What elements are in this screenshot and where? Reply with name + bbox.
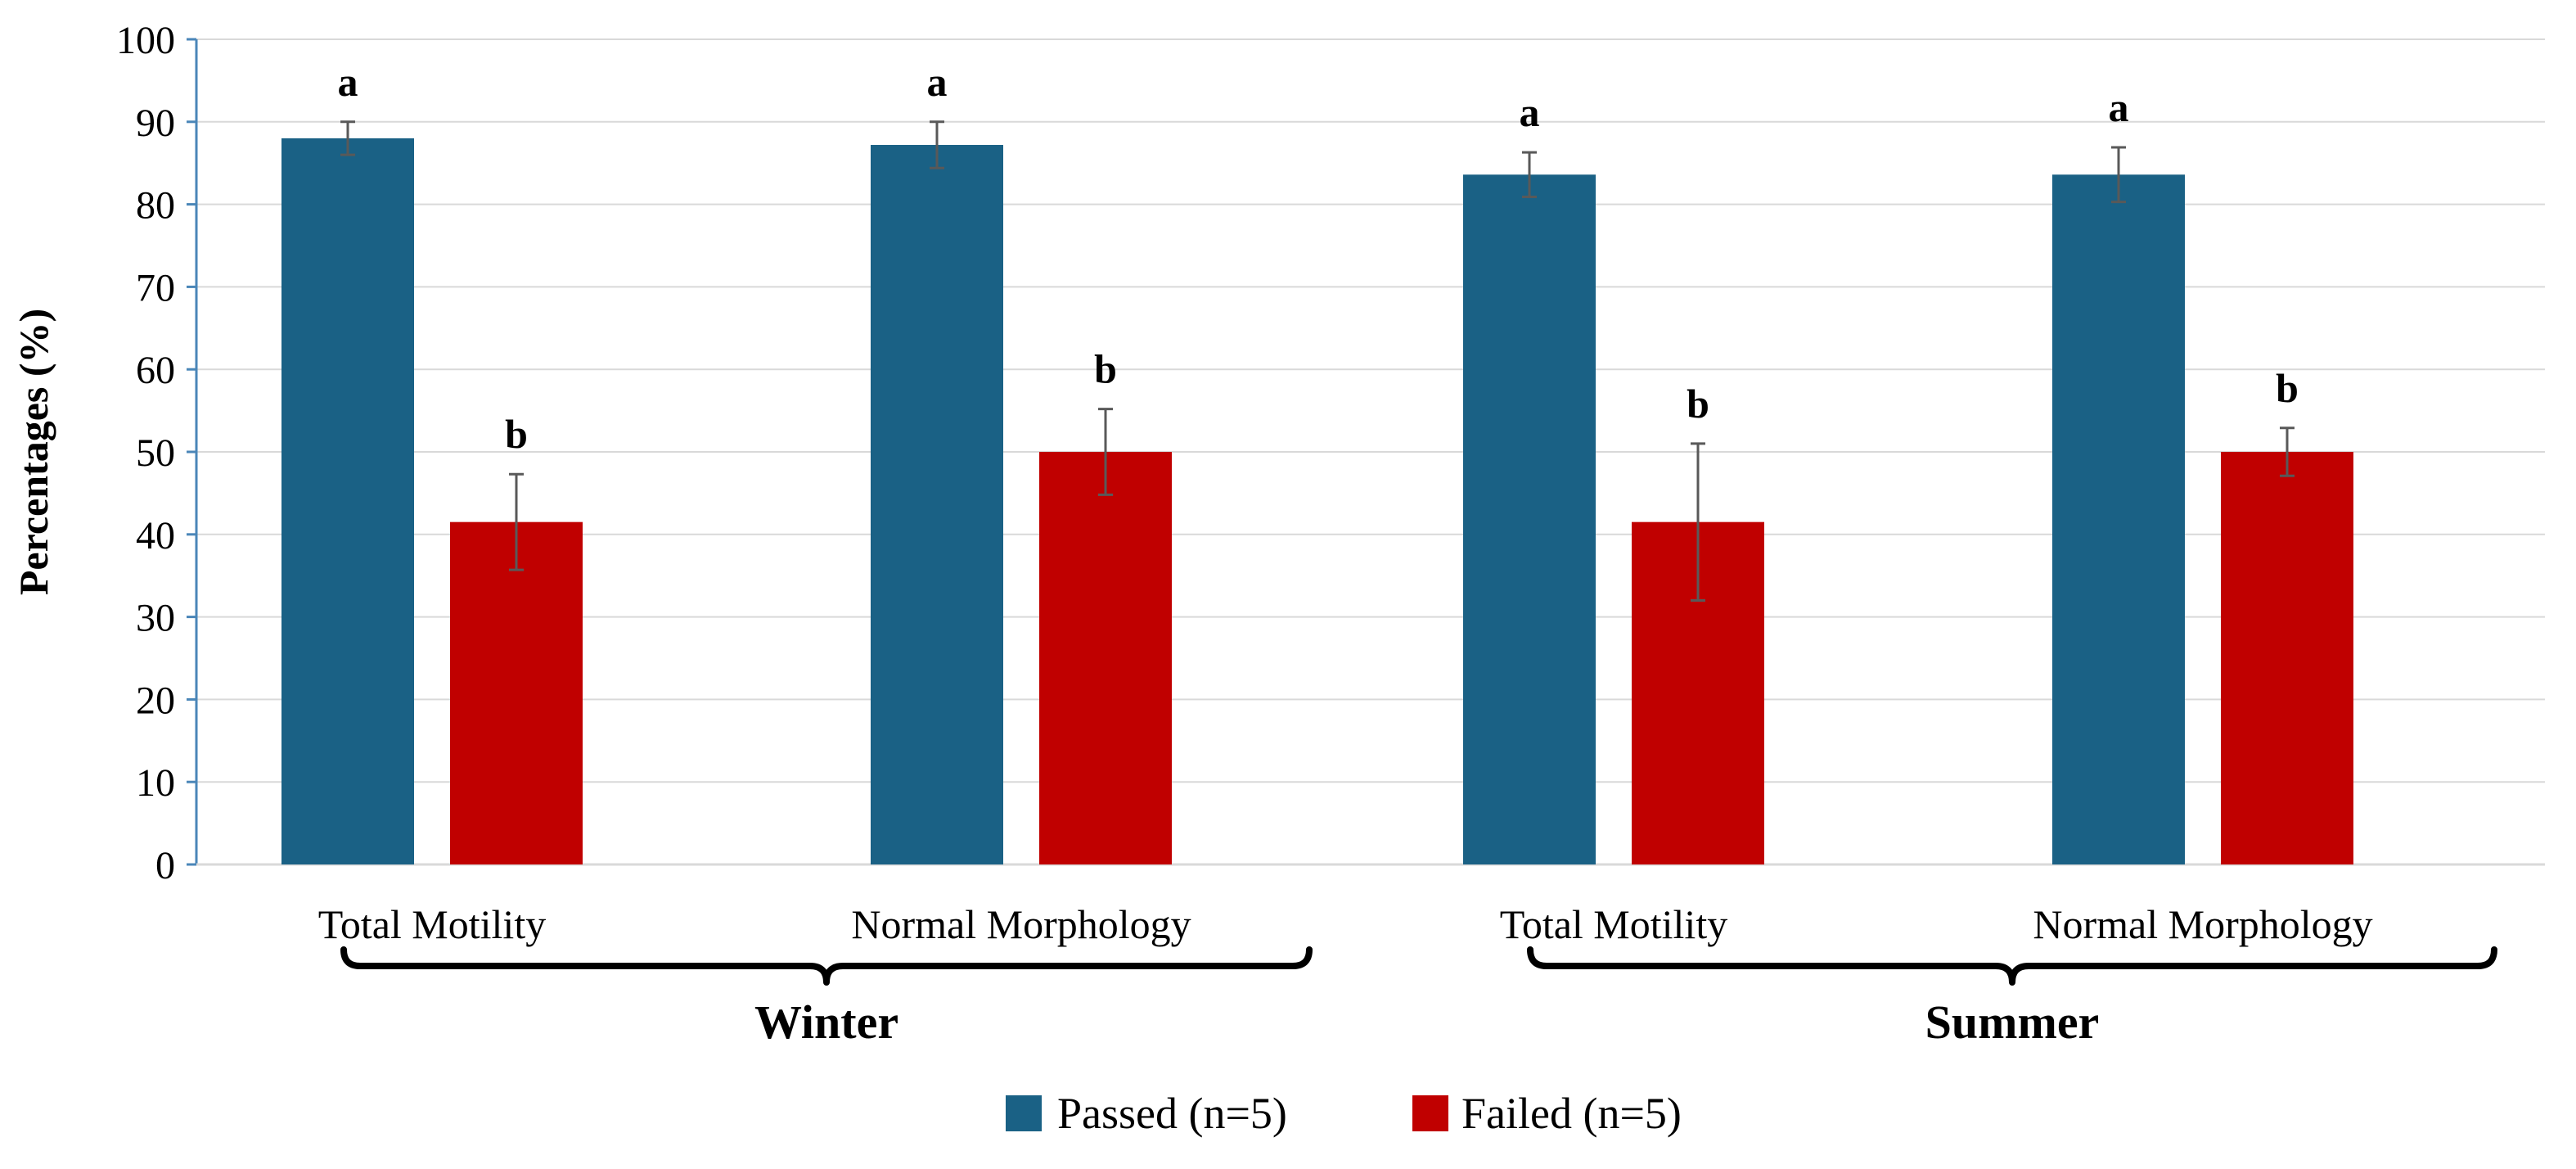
y-tick-label: 20 — [136, 679, 175, 722]
group-brace — [340, 946, 1313, 986]
group-brace — [1527, 946, 2497, 986]
y-axis-title: Percentages (%) — [11, 309, 56, 595]
y-tick-label: 80 — [136, 184, 175, 228]
y-tick-label: 70 — [136, 266, 175, 309]
bar — [1039, 452, 1172, 864]
y-tick-label: 60 — [136, 349, 175, 392]
bar — [281, 138, 414, 864]
category-label: Total Motility — [1500, 901, 1727, 947]
legend-label: Passed (n=5) — [1057, 1089, 1287, 1138]
legend-swatch — [1412, 1095, 1448, 1131]
bar — [2221, 452, 2353, 864]
y-tick-label: 30 — [136, 597, 175, 640]
significance-letter: a — [1520, 89, 1540, 135]
category-label: Total Motility — [318, 901, 546, 947]
y-tick-label: 100 — [116, 19, 175, 62]
significance-letter: a — [2109, 84, 2129, 130]
bar — [450, 521, 583, 864]
group-label: Summer — [1925, 995, 2100, 1049]
significance-letter: b — [1687, 381, 1709, 427]
significance-letter: b — [2276, 365, 2299, 411]
y-tick-label: 10 — [136, 761, 175, 805]
bar — [871, 145, 1003, 865]
significance-letter: a — [338, 59, 358, 105]
significance-letter: b — [505, 411, 528, 457]
bar — [1463, 174, 1596, 864]
y-tick-label: 0 — [155, 844, 175, 887]
group-label: Winter — [754, 995, 898, 1049]
category-label: Normal Morphology — [851, 901, 1191, 947]
bar — [2052, 174, 2185, 864]
y-tick-label: 40 — [136, 514, 175, 557]
legend-label: Failed (n=5) — [1461, 1089, 1682, 1138]
legend-swatch — [1006, 1095, 1042, 1131]
y-tick-label: 90 — [136, 102, 175, 145]
y-tick-label: 50 — [136, 431, 175, 475]
category-label: Normal Morphology — [2033, 901, 2372, 947]
significance-letter: b — [1094, 346, 1117, 392]
significance-letter: a — [927, 59, 948, 105]
